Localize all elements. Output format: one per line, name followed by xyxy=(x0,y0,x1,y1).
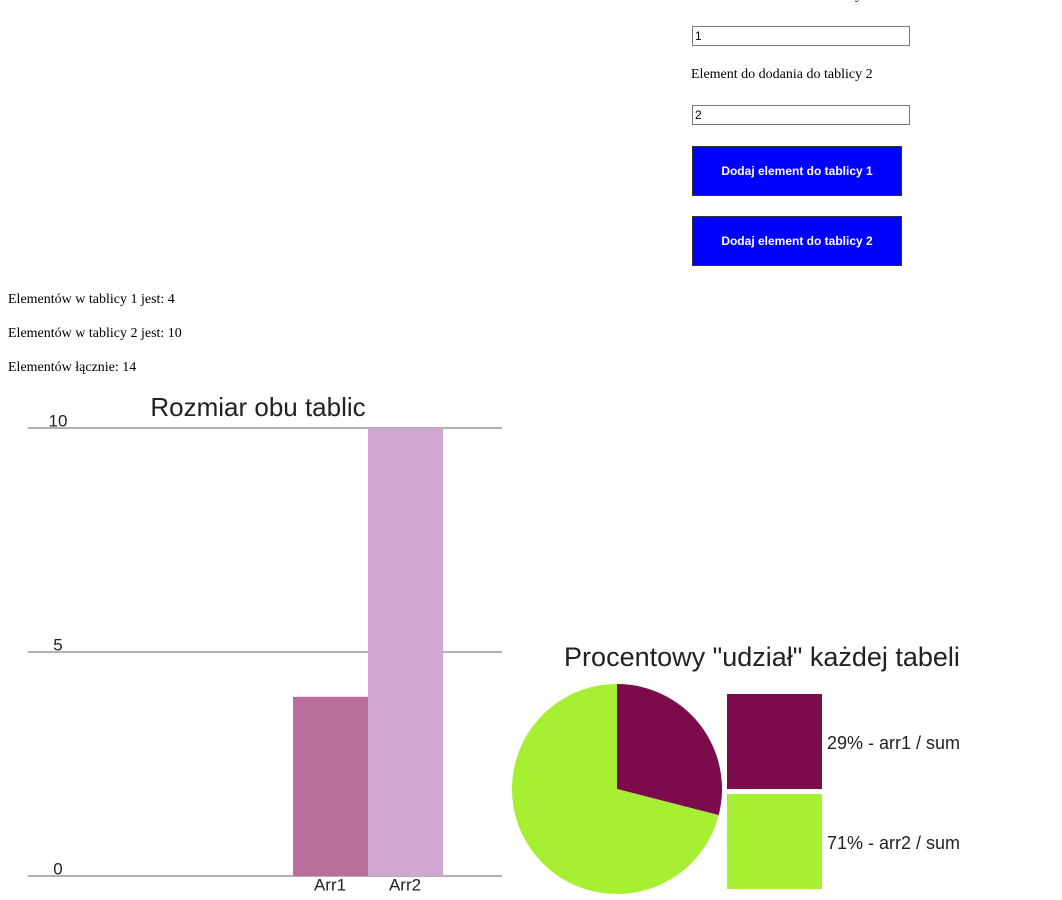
legend-label: 71% - arr2 / sum xyxy=(827,833,960,853)
text-input[interactable] xyxy=(692,105,910,125)
x-tick-label: Arr1 xyxy=(314,875,346,894)
add-button[interactable]: Dodaj element do tablicy 1 xyxy=(692,146,902,196)
input-label: Element do dodania do tablicy 2 xyxy=(691,67,873,82)
legend-swatch xyxy=(727,694,822,789)
y-tick-label: 10 xyxy=(49,411,68,430)
stat-text: Elementów łącznie: 14 xyxy=(8,360,137,375)
y-tick-label: 0 xyxy=(53,859,62,878)
pie-slice xyxy=(512,684,719,895)
input-label: Element do dodania do tablicy 1 xyxy=(691,0,873,4)
legend-label: 29% - arr1 / sum xyxy=(827,733,960,753)
pie-slice xyxy=(617,684,723,816)
chart-title: Procentowy "udział" każdej tabeli xyxy=(564,642,960,672)
stat-text: Elementów w tablicy 1 jest: 4 xyxy=(8,292,175,307)
chart-title: Rozmiar obu tablic xyxy=(150,392,365,422)
y-tick-label: 5 xyxy=(53,635,62,654)
bar xyxy=(293,696,368,876)
bar xyxy=(368,428,443,876)
text-input[interactable] xyxy=(692,26,910,46)
stat-text: Elementów w tablicy 2 jest: 10 xyxy=(8,326,182,341)
legend-swatch xyxy=(727,794,822,889)
x-tick-label: Arr2 xyxy=(389,875,421,894)
add-button[interactable]: Dodaj element do tablicy 2 xyxy=(692,216,902,266)
